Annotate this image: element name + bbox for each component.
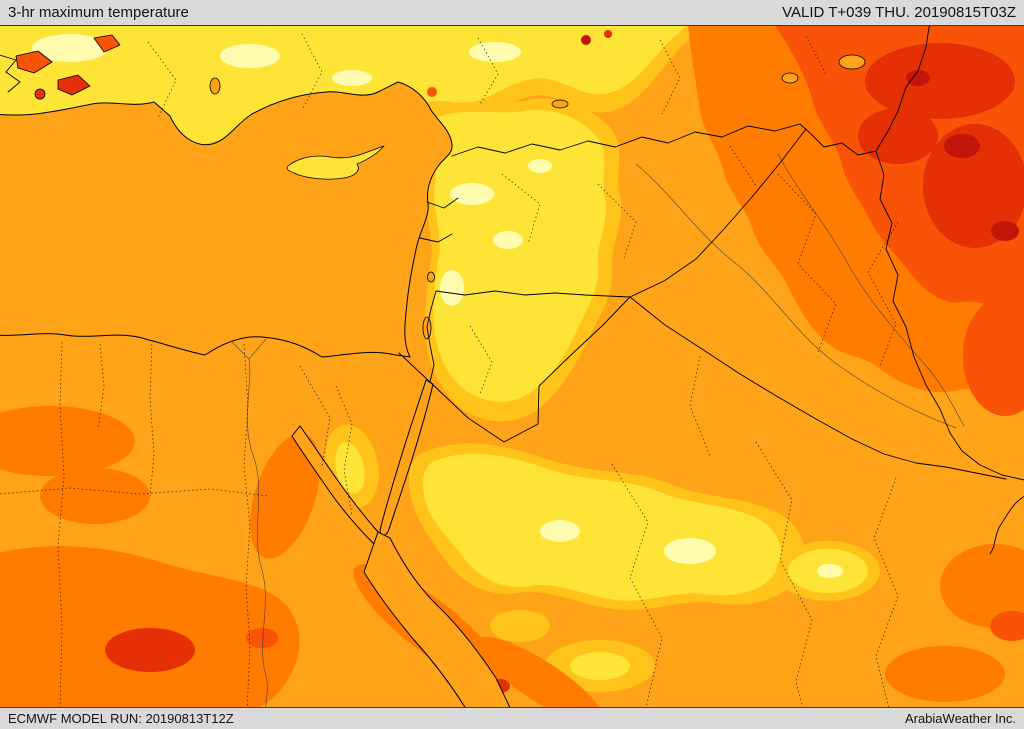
euphrates-river	[635, 163, 957, 429]
provider-credit: ArabiaWeather Inc.	[904, 711, 1016, 726]
red-sea	[291, 379, 511, 707]
rivers	[231, 153, 965, 707]
sea-of-galilee	[427, 271, 435, 283]
mediterranean-sea	[0, 81, 453, 358]
lakes	[209, 54, 866, 340]
cyprus-island	[286, 145, 385, 180]
country-borders	[398, 26, 1024, 555]
tigris-river	[777, 153, 965, 427]
map-area	[0, 26, 1024, 707]
aegean-islands	[0, 34, 121, 100]
admin-borders	[0, 33, 899, 707]
nile-river	[231, 338, 268, 707]
footer-bar: ECMWF MODEL RUN: 20190813T12Z ArabiaWeat…	[0, 707, 1024, 729]
map-title: 3-hr maximum temperature	[8, 4, 189, 21]
temperature-field	[0, 26, 1024, 707]
header-bar: 3-hr maximum temperature VALID T+039 THU…	[0, 0, 1024, 26]
temperature-map	[0, 26, 1024, 707]
valid-time-label: VALID T+039 THU. 20190815T03Z	[782, 4, 1016, 21]
model-run-label: ECMWF MODEL RUN: 20190813T12Z	[8, 711, 234, 726]
